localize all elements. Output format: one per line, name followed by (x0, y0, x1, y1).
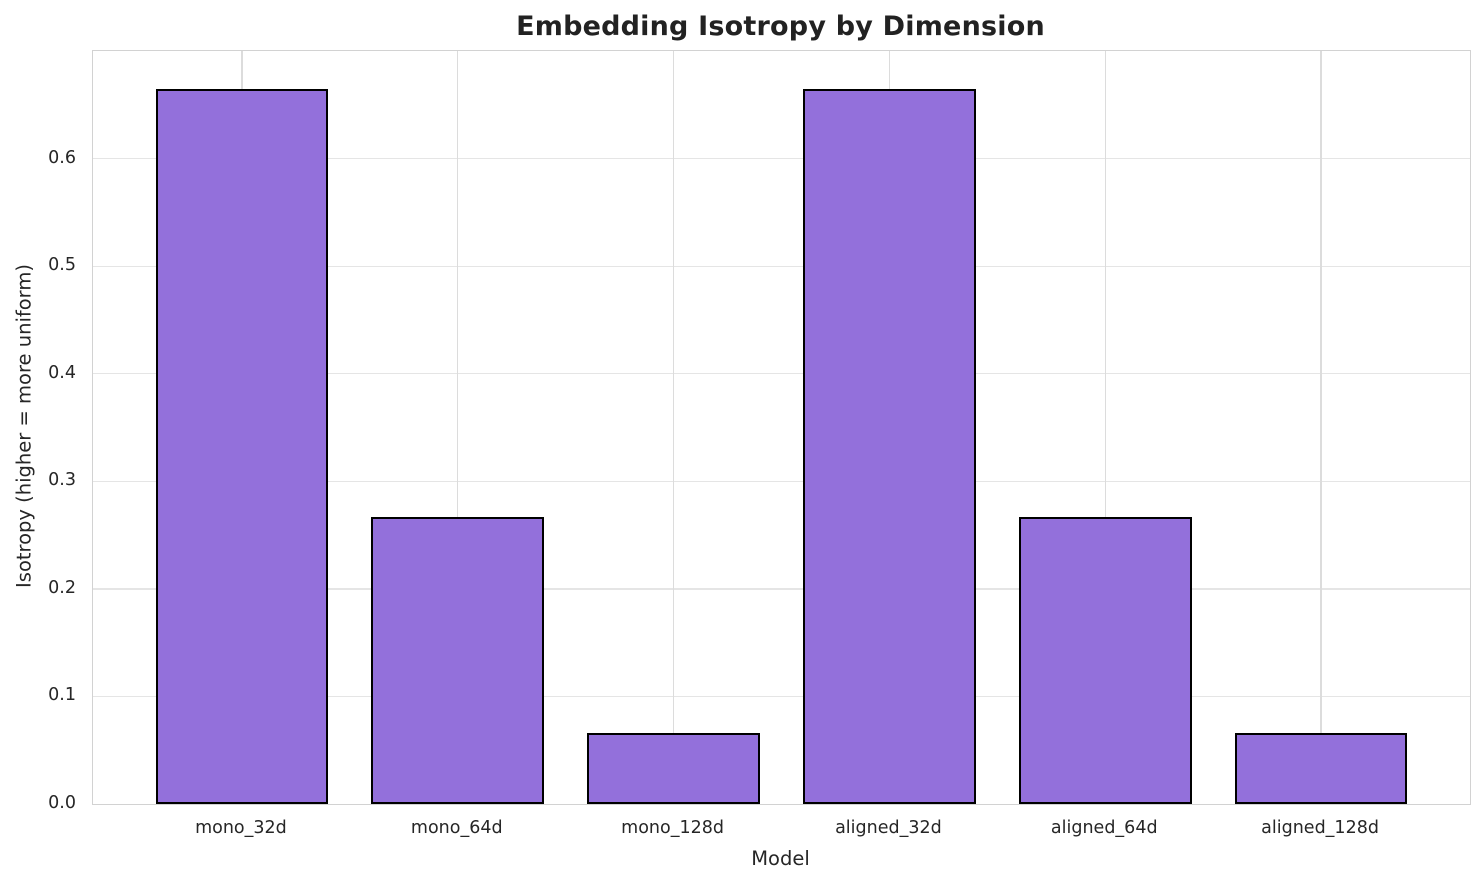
v-gridline (1320, 51, 1322, 804)
v-gridline (672, 51, 675, 804)
h-gridline (93, 373, 1470, 375)
bar-aligned_32d (803, 88, 976, 804)
bar-mono_128d (587, 733, 760, 804)
h-gridline (93, 157, 1470, 160)
y-tick-label: 0.3 (48, 470, 76, 491)
v-gridline (457, 51, 459, 804)
bar-mono_64d (371, 516, 545, 804)
plot-area (92, 50, 1471, 805)
x-tick-label: mono_128d (621, 818, 724, 838)
x-tick-label: aligned_64d (1050, 818, 1158, 838)
y-tick-label: 0.4 (48, 362, 76, 383)
y-tick-label: 0.2 (48, 577, 76, 598)
y-tick-label: 0.6 (48, 147, 76, 168)
v-gridline (1104, 51, 1106, 804)
y-tick-label: 0.0 (48, 793, 76, 813)
y-tick-label: 0.1 (48, 685, 76, 706)
bar-aligned_64d (1018, 516, 1192, 804)
h-gridline (93, 265, 1470, 267)
bar-mono_32d (155, 88, 329, 804)
y-axis-label: Isotropy (higher = more uniform) (12, 264, 36, 588)
x-tick-label: mono_64d (410, 818, 503, 838)
x-tick-label: aligned_128d (1261, 818, 1379, 838)
h-gridline (93, 695, 1470, 698)
x-tick-label: aligned_32d (835, 818, 942, 838)
chart-title: Embedding Isotropy by Dimension (516, 11, 1045, 42)
h-gridline (93, 480, 1470, 482)
bar-aligned_128d (1234, 733, 1408, 804)
h-gridline (93, 588, 1470, 590)
x-axis-label: Model (751, 847, 810, 870)
y-tick-label: 0.5 (48, 255, 76, 276)
x-tick-label: mono_32d (195, 818, 287, 838)
